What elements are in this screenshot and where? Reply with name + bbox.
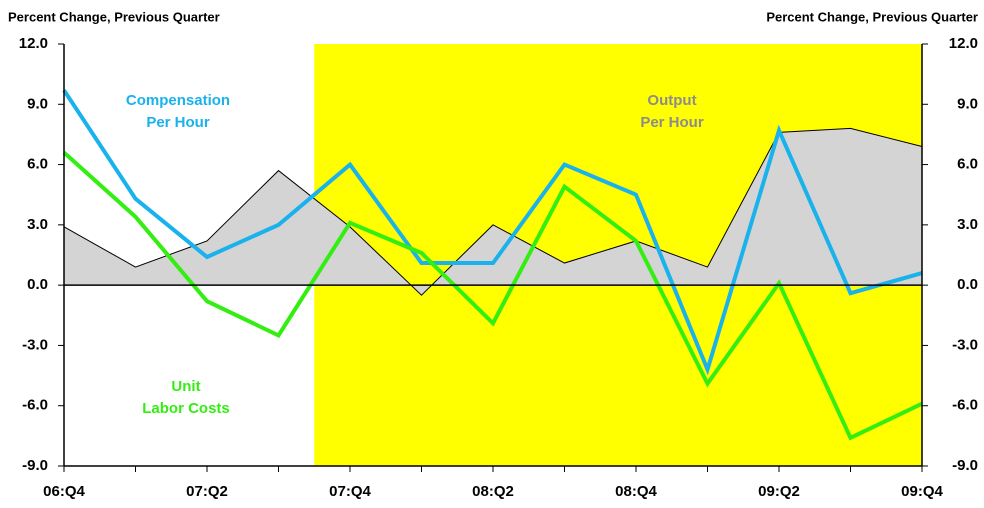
series-label: Compensation (126, 92, 230, 109)
x-tick-label: 08:Q2 (472, 483, 514, 500)
y2-axis-title: Percent Change, Previous Quarter (766, 9, 978, 24)
y-tick-label: -3.0 (22, 336, 48, 353)
y2-tick-label: 0.0 (957, 276, 978, 293)
y-tick-label: -6.0 (22, 397, 48, 414)
y-tick-label: 3.0 (27, 216, 48, 233)
x-tick-label: 08:Q4 (615, 483, 657, 500)
y2-tick-label: 12.0 (949, 35, 978, 52)
series-label: Per Hour (146, 114, 210, 131)
x-tick-label: 06:Q4 (43, 483, 85, 500)
line (62, 89, 923, 376)
y2-tick-label: 6.0 (957, 156, 978, 173)
line (62, 151, 923, 441)
area (64, 128, 922, 296)
y2-tick-label: -6.0 (952, 397, 978, 414)
y2-tick-label: 9.0 (957, 95, 978, 112)
y2-tick-label: 3.0 (957, 216, 978, 233)
series-label: Output (647, 92, 696, 109)
y-axis-title: Percent Change, Previous Quarter (8, 9, 220, 24)
series-label: Labor Costs (142, 400, 230, 417)
series-label: Unit (171, 378, 200, 395)
y2-tick-label: -9.0 (952, 457, 978, 474)
y2-tick-label: -3.0 (952, 336, 978, 353)
y-tick-label: 6.0 (27, 156, 48, 173)
y-tick-label: -9.0 (22, 457, 48, 474)
x-tick-label: 09:Q4 (901, 483, 943, 500)
y-tick-label: 12.0 (19, 35, 48, 52)
y-tick-label: 9.0 (27, 95, 48, 112)
x-tick-label: 07:Q2 (186, 483, 228, 500)
x-tick-label: 07:Q4 (329, 483, 371, 500)
series-label: Per Hour (640, 114, 704, 131)
x-tick-label: 09:Q2 (758, 483, 800, 500)
y-tick-label: 0.0 (27, 276, 48, 293)
